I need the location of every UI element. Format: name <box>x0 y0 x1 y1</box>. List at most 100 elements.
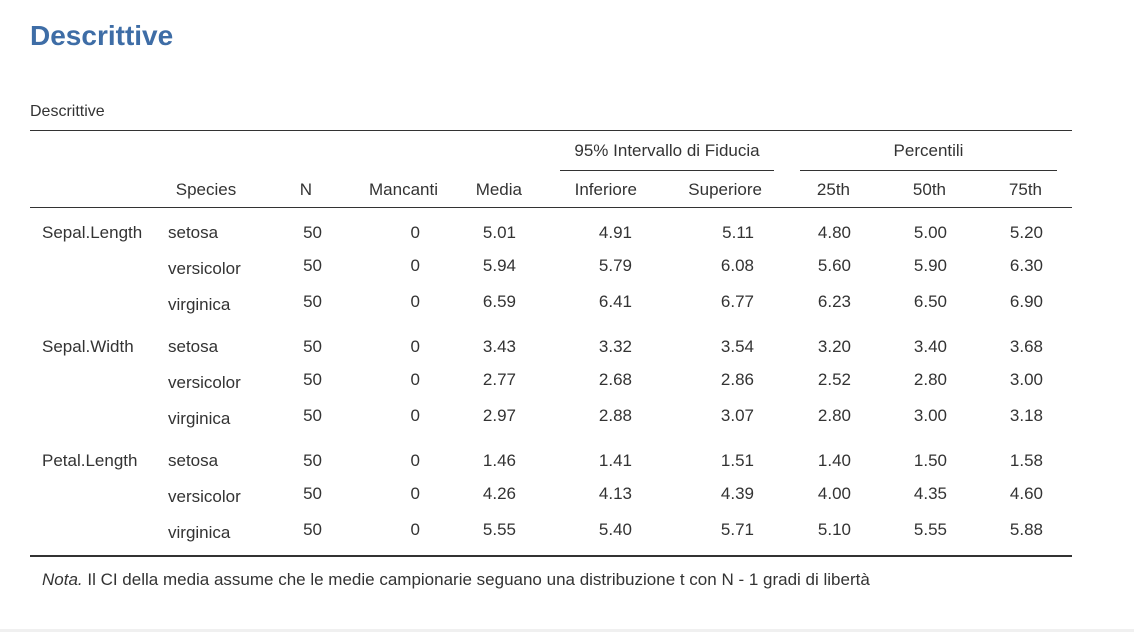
cell-mean: 3.43 <box>482 337 516 356</box>
cell-p25: 6.23 <box>817 292 851 311</box>
table-top-rule <box>30 130 1072 131</box>
ci-group-rule <box>560 170 774 171</box>
cell-upper: 2.86 <box>720 370 754 389</box>
cell-upper: 6.77 <box>720 292 754 311</box>
cell-lower: 2.88 <box>598 406 632 425</box>
col-header-p75: 75th <box>1008 180 1042 199</box>
cell-upper: 3.07 <box>720 406 754 425</box>
note-text: Il CI della media assume che le medie ca… <box>82 570 870 589</box>
cell-n: 50 <box>303 406 322 425</box>
cell-p75: 3.68 <box>1009 337 1043 356</box>
cell-variable: Sepal.Length <box>42 223 143 242</box>
cell-p50: 6.50 <box>913 292 947 311</box>
cell-p25: 2.52 <box>817 370 851 389</box>
cell-lower: 5.79 <box>598 256 632 275</box>
cell-p25: 3.20 <box>817 337 851 356</box>
cell-n: 50 <box>303 520 322 539</box>
page-title: Descrittive <box>30 20 174 51</box>
cell-lower: 6.41 <box>598 292 632 311</box>
cell-p25: 2.80 <box>817 406 851 425</box>
col-header-species: Species <box>175 180 237 199</box>
cell-p50: 5.55 <box>913 520 947 539</box>
cell-lower: 5.40 <box>598 520 632 539</box>
cell-mean: 5.01 <box>482 223 516 242</box>
cell-species: virginica <box>168 409 231 428</box>
cell-species: virginica <box>168 523 231 542</box>
cell-p25: 5.60 <box>817 256 851 275</box>
cell-p50: 5.90 <box>913 256 947 275</box>
col-header-lower: Inferiore <box>574 180 637 199</box>
cell-upper: 5.71 <box>720 520 754 539</box>
table-title: Descrittive <box>30 103 105 120</box>
header-bottom-rule <box>30 207 1072 208</box>
cell-missing: 0 <box>410 370 420 389</box>
cell-lower: 1.41 <box>598 451 632 470</box>
cell-species: setosa <box>168 223 219 242</box>
percentile-group-rule <box>800 170 1057 171</box>
cell-n: 50 <box>303 370 322 389</box>
cell-p75: 3.00 <box>1009 370 1043 389</box>
ci-group-header: 95% Intervallo di Fiducia <box>574 141 760 160</box>
table-note: Nota. Il CI della media assume che le me… <box>42 570 870 590</box>
note-label: Nota. <box>42 570 83 589</box>
cell-upper: 4.39 <box>720 484 754 503</box>
cell-n: 50 <box>303 223 322 242</box>
cell-missing: 0 <box>410 256 420 275</box>
cell-p25: 5.10 <box>817 520 851 539</box>
cell-mean: 4.26 <box>482 484 516 503</box>
cell-p75: 5.88 <box>1009 520 1043 539</box>
cell-p75: 6.30 <box>1009 256 1043 275</box>
cell-n: 50 <box>303 337 322 356</box>
cell-species: setosa <box>168 451 219 470</box>
cell-p75: 5.20 <box>1009 223 1043 242</box>
cell-missing: 0 <box>410 406 420 425</box>
cell-missing: 0 <box>410 520 420 539</box>
cell-lower: 2.68 <box>598 370 632 389</box>
cell-species: virginica <box>168 295 231 314</box>
col-header-p50: 50th <box>912 180 946 199</box>
cell-species: versicolor <box>168 487 241 506</box>
cell-species: versicolor <box>168 259 241 278</box>
cell-mean: 1.46 <box>482 451 516 470</box>
cell-p50: 2.80 <box>913 370 947 389</box>
percentiles-group-header: Percentili <box>893 141 964 160</box>
cell-lower: 3.32 <box>598 337 632 356</box>
cell-p50: 3.40 <box>913 337 947 356</box>
cell-p25: 4.00 <box>817 484 851 503</box>
cell-p75: 3.18 <box>1009 406 1043 425</box>
cell-mean: 6.59 <box>482 292 516 311</box>
cell-species: setosa <box>168 337 219 356</box>
cell-missing: 0 <box>410 484 420 503</box>
cell-n: 50 <box>303 292 322 311</box>
cell-upper: 1.51 <box>720 451 754 470</box>
col-header-upper: Superiore <box>688 180 762 199</box>
col-header-n: N <box>299 180 312 199</box>
cell-lower: 4.91 <box>598 223 632 242</box>
cell-missing: 0 <box>410 451 420 470</box>
col-header-p25: 25th <box>816 180 850 199</box>
cell-p75: 1.58 <box>1009 451 1043 470</box>
cell-n: 50 <box>303 256 322 275</box>
cell-mean: 2.77 <box>482 370 516 389</box>
cell-p25: 4.80 <box>817 223 851 242</box>
cell-p25: 1.40 <box>817 451 851 470</box>
cell-p50: 3.00 <box>913 406 947 425</box>
cell-p75: 6.90 <box>1009 292 1043 311</box>
cell-p50: 1.50 <box>913 451 947 470</box>
cell-p50: 5.00 <box>913 223 947 242</box>
cell-variable: Petal.Length <box>42 451 138 470</box>
panel-bottom-border <box>0 629 1134 632</box>
cell-n: 50 <box>303 484 322 503</box>
cell-upper: 5.11 <box>722 223 754 242</box>
col-header-mean: Media <box>475 180 522 199</box>
cell-missing: 0 <box>410 337 420 356</box>
cell-species: versicolor <box>168 373 241 392</box>
cell-mean: 5.55 <box>482 520 516 539</box>
cell-mean: 2.97 <box>482 406 516 425</box>
cell-p75: 4.60 <box>1009 484 1043 503</box>
cell-mean: 5.94 <box>482 256 516 275</box>
cell-p50: 4.35 <box>913 484 947 503</box>
cell-missing: 0 <box>410 292 420 311</box>
cell-missing: 0 <box>410 223 420 242</box>
cell-upper: 3.54 <box>720 337 754 356</box>
